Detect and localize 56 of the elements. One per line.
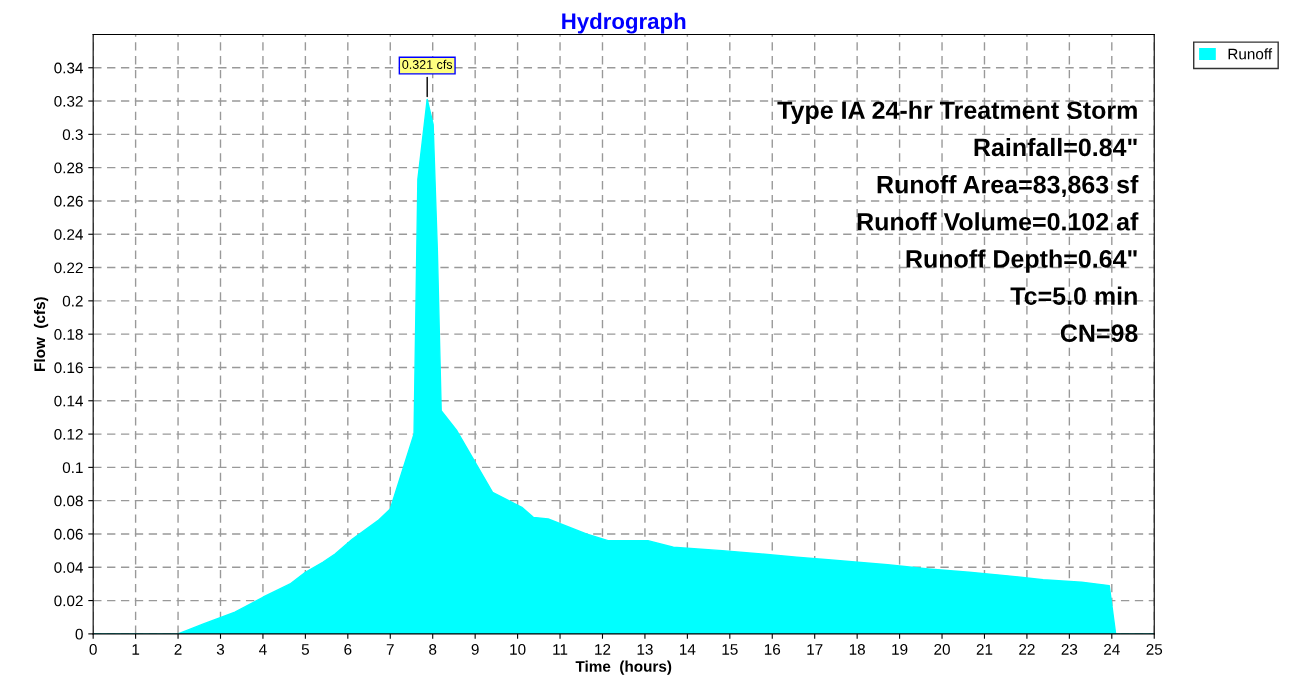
x-tick-label: 8 — [429, 644, 437, 655]
x-tick-label: 19 — [892, 644, 908, 655]
x-tick-label: 25 — [1146, 644, 1163, 655]
x-tick-label: 10 — [510, 644, 526, 655]
y-tick-label: 0.28 — [54, 162, 83, 174]
annotation: Rainfall=0.84" — [974, 137, 1137, 157]
x-tick-label: 18 — [849, 644, 865, 655]
x-tick-label: 6 — [344, 644, 352, 655]
y-tick-label: 0.02 — [54, 595, 83, 607]
x-tick-label: 24 — [1104, 644, 1120, 655]
y-tick-label: 0.16 — [54, 362, 83, 374]
x-tick-label: 13 — [637, 644, 653, 655]
legend-label: Runoff — [1228, 48, 1273, 60]
y-tick-label: 0 — [75, 628, 83, 640]
y-tick-label: 0.3 — [62, 129, 83, 141]
x-tick-label: 9 — [471, 644, 479, 655]
y-axis-title: Flow (cfs) — [33, 297, 49, 371]
x-tick-label: 16 — [764, 644, 781, 655]
x-tick-label: 15 — [722, 644, 738, 655]
y-tick-label: 0.12 — [54, 428, 83, 440]
x-tick-label: 3 — [216, 644, 225, 655]
x-tick-label: 21 — [976, 644, 993, 655]
x-tick-label: 12 — [595, 644, 611, 655]
y-tick-label: 0.26 — [54, 195, 83, 207]
annotation: Type IA 24-hr Treatment Storm — [777, 100, 1137, 125]
annotation: Tc=5.0 min — [1010, 286, 1137, 305]
x-tick-label: 4 — [259, 644, 267, 655]
x-tick-label: 1 — [132, 644, 140, 655]
y-tick-label: 0.24 — [54, 229, 83, 240]
x-tick-label: 22 — [1019, 644, 1035, 655]
annotation: Runoff Area=83,863 sf — [877, 175, 1139, 198]
y-tick-label: 0.2 — [62, 295, 83, 307]
x-tick-label: 17 — [807, 644, 823, 655]
x-axis-title: Time (hours) — [575, 660, 672, 675]
y-tick-label: 0.04 — [54, 562, 83, 573]
annotation: Runoff Depth=0.64" — [906, 249, 1137, 273]
x-tick-label: 5 — [301, 644, 309, 655]
annotation: Runoff Volume=0.102 af — [857, 212, 1139, 231]
chart-title: Hydrograph — [562, 12, 686, 34]
y-tick-label: 0.06 — [54, 528, 83, 540]
x-tick-label: 7 — [386, 644, 394, 655]
y-tick-label: 0.22 — [54, 262, 83, 274]
x-tick-label: 20 — [934, 644, 950, 655]
y-tick-label: 0.34 — [54, 62, 83, 74]
y-tick-label: 0.14 — [54, 395, 83, 407]
y-tick-label: 0.32 — [54, 95, 83, 107]
x-tick-label: 2 — [174, 644, 182, 655]
y-tick-label: 0.1 — [62, 462, 83, 474]
x-tick-label: 0 — [89, 644, 97, 655]
annotation: 0.321 cfs — [402, 59, 453, 69]
x-tick-label: 14 — [680, 644, 696, 655]
y-tick-label: 0.18 — [54, 329, 83, 340]
x-tick-label: 23 — [1061, 644, 1078, 655]
annotation: CN=98 — [1060, 324, 1138, 343]
x-tick-label: 11 — [553, 644, 568, 655]
y-tick-label: 0.08 — [54, 495, 83, 507]
